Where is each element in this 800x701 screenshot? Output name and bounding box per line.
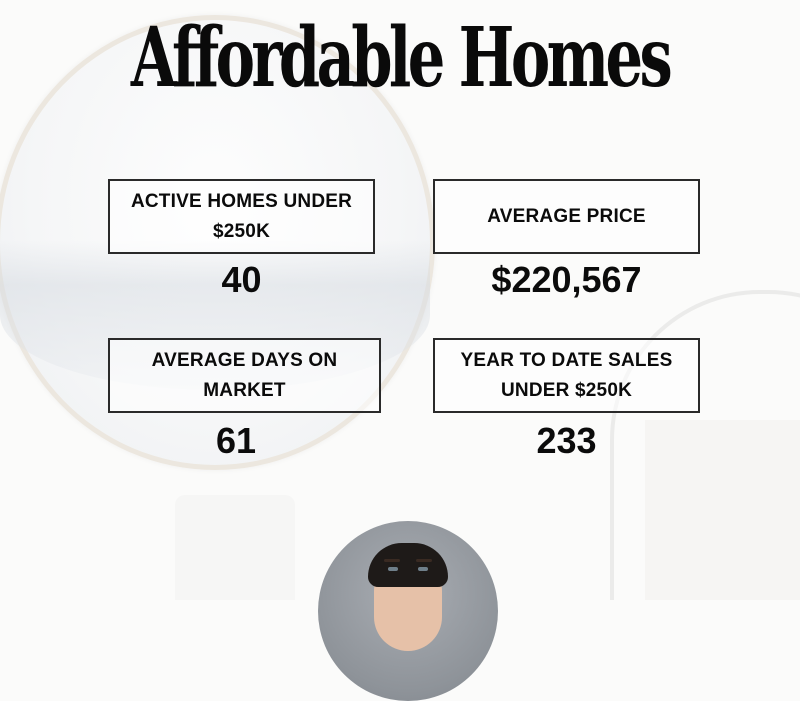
stat-label-text: ACTIVE HOMES UNDER $250K <box>130 190 353 242</box>
stat-label-ytd-sales: YEAR TO DATE SALES UNDER $250K <box>433 338 700 413</box>
avatar-brow-left <box>384 559 400 562</box>
stat-label-text: YEAR TO DATE SALES UNDER $250K <box>460 349 673 401</box>
agent-avatar <box>318 521 498 701</box>
stat-value-average-price: $220,567 <box>491 259 642 300</box>
cabinet-decor <box>645 420 800 600</box>
lamp-decor <box>175 495 295 600</box>
stat-value-active-homes: 40 <box>221 259 262 300</box>
avatar-eye-right <box>418 567 428 571</box>
avatar-hair <box>368 543 448 587</box>
page-title: Affordable Homes <box>130 10 673 106</box>
avatar-brow-right <box>416 559 432 562</box>
stat-label-active-homes: ACTIVE HOMES UNDER $250K <box>108 179 375 254</box>
stat-label-text: AVERAGE PRICE <box>487 205 646 227</box>
stat-value-ytd-sales: 233 <box>536 420 597 461</box>
stat-label-days-on-market: AVERAGE DAYS ON MARKET <box>108 338 381 413</box>
stat-value-days-on-market: 61 <box>215 420 257 461</box>
stat-label-average-price: AVERAGE PRICE <box>433 179 700 254</box>
stat-label-text: AVERAGE DAYS ON MARKET <box>151 349 338 401</box>
avatar-eye-left <box>388 567 398 571</box>
